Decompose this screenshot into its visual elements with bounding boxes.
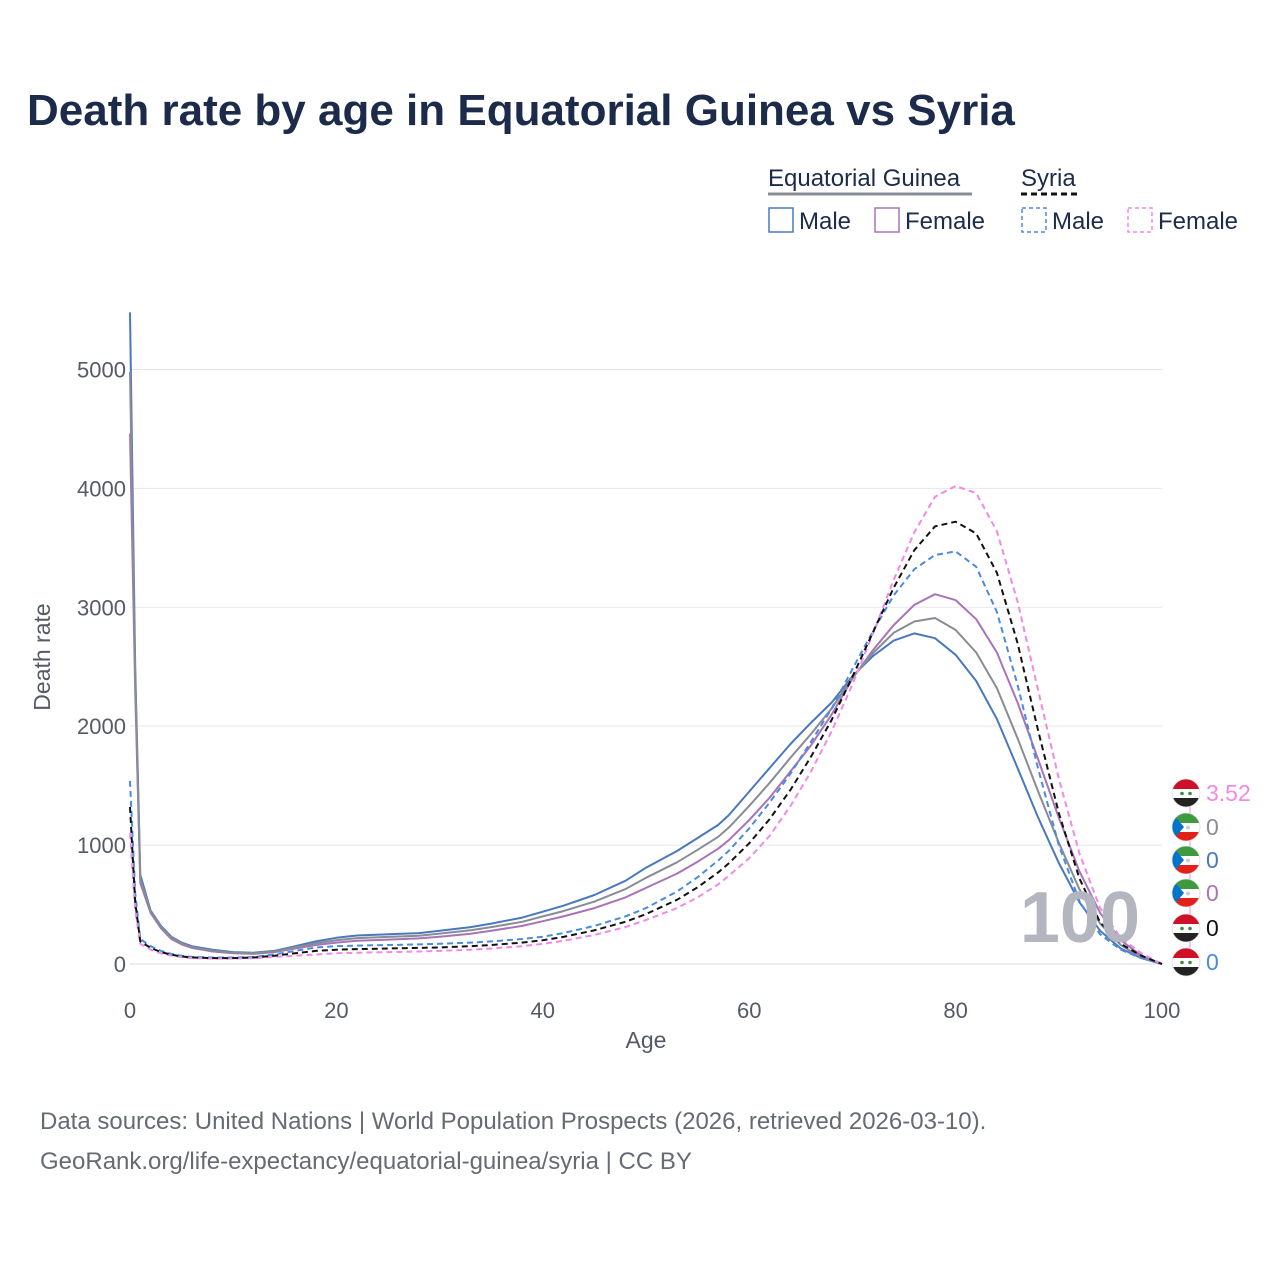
flag-body: [1172, 846, 1200, 874]
flag-stripe-black: [1172, 933, 1200, 942]
x-tick-label-80: 80: [943, 998, 967, 1023]
flag-icon-equatorial-guinea: [1171, 878, 1201, 908]
flag-border: [1171, 913, 1201, 943]
flag-star: [1188, 791, 1192, 796]
flag-stripe-white: [1172, 789, 1200, 798]
flag-triangle-blue: [1172, 846, 1184, 874]
grid: [130, 368, 1162, 846]
flag-stripe-green: [1172, 846, 1200, 856]
legend-label-female: Female: [1158, 208, 1238, 235]
y-axis-title: Death rate: [29, 603, 55, 710]
legend-group-syria: Syria: [1021, 165, 1076, 192]
flag-star: [1188, 960, 1192, 965]
series-line-syria-female: [129, 485, 1163, 965]
flag-body: [1172, 948, 1200, 976]
legend-label-female: Female: [905, 208, 985, 235]
series-line-equatorial-guinea-male: [129, 312, 1163, 965]
flag-triangle-blue: [1172, 879, 1184, 907]
flag-stripe-red: [1172, 832, 1200, 841]
flag-icon-syria: [1171, 913, 1201, 943]
y-tick-label-3000: 3000: [77, 595, 126, 620]
legend-group-equatorial-guinea: Equatorial Guinea: [768, 165, 961, 192]
flag-stripe-green: [1172, 879, 1200, 889]
end-label-value: 0: [1206, 949, 1219, 975]
flag-stripe-red: [1172, 948, 1200, 958]
x-tick-label-20: 20: [324, 998, 348, 1023]
flag-star: [1180, 926, 1184, 931]
x-tick-label-0: 0: [124, 998, 136, 1023]
y-tick-label-5000: 5000: [77, 357, 126, 382]
watermark-year: 100: [1020, 878, 1140, 958]
legend-label-male: Male: [1052, 208, 1104, 235]
flag-border: [1171, 878, 1201, 908]
series-lines: [129, 312, 1163, 965]
end-labels: 3.52 0 0 0 0 0: [1171, 778, 1251, 977]
flag-icon-syria: [1171, 947, 1201, 977]
end-label-value: 3.52: [1206, 780, 1251, 806]
flag-body: [1172, 779, 1200, 807]
end-label-value: 0: [1206, 880, 1219, 906]
flag-stripe-red: [1172, 865, 1200, 874]
flag-border: [1171, 845, 1201, 875]
legend-swatch-male: [1021, 207, 1047, 233]
flag-emblem: [1186, 858, 1190, 863]
series-line-syria-male: [129, 550, 1163, 965]
flag-star: [1180, 791, 1184, 796]
flag-triangle-blue: [1172, 813, 1184, 841]
flag-icon-equatorial-guinea: [1171, 845, 1201, 875]
end-label-value: 0: [1206, 847, 1219, 873]
flag-stripe-red: [1172, 914, 1200, 924]
x-tick-label-40: 40: [531, 998, 555, 1023]
flag-border: [1171, 947, 1201, 977]
legend-swatch-male: [768, 207, 794, 233]
chart-title: Death rate by age in Equatorial Guinea v…: [27, 86, 1015, 135]
flag-stripe-green: [1172, 813, 1200, 823]
series-line-equatorial-guinea-female: [129, 433, 1163, 965]
flag-stripe-white: [1172, 924, 1200, 933]
flag-stripe-black: [1172, 967, 1200, 976]
series-line-equatorial-guinea-total: [129, 371, 1163, 965]
end-label-value: 0: [1206, 915, 1219, 941]
x-axis-title: Age: [626, 1027, 667, 1053]
flag-icon-syria: [1171, 778, 1201, 808]
source-url[interactable]: GeoRank.org/life-expectancy/equatorial-g…: [40, 1148, 692, 1175]
y-tick-label-4000: 4000: [77, 476, 126, 501]
y-tick-label-1000: 1000: [77, 833, 126, 858]
flag-stripe-white: [1172, 958, 1200, 967]
flag-body: [1172, 914, 1200, 942]
flag-stripe-red: [1172, 779, 1200, 789]
flag-emblem: [1186, 891, 1190, 896]
end-label-value: 0: [1206, 814, 1219, 840]
flag-icon-equatorial-guinea: [1171, 812, 1201, 842]
series-line-syria-total: [129, 520, 1163, 965]
x-tick-label-100: 100: [1144, 998, 1181, 1023]
flag-body: [1172, 879, 1200, 907]
y-tick-label-2000: 2000: [77, 714, 126, 739]
flag-star: [1180, 960, 1184, 965]
legend-swatch-female: [874, 207, 900, 233]
axes: 0 1000 2000 3000 4000 5000 0 20 40 60 80 100 Age Deat…: [29, 357, 1180, 1053]
flag-star: [1188, 926, 1192, 931]
legend-label-male: Male: [799, 208, 851, 235]
legend-swatch-female: [1127, 207, 1153, 233]
flag-border: [1171, 812, 1201, 842]
flag-emblem: [1186, 825, 1190, 830]
flag-stripe-black: [1172, 798, 1200, 807]
source-line: Data sources: United Nations | World Pop…: [40, 1108, 987, 1135]
flag-border: [1171, 778, 1201, 808]
y-tick-label-0: 0: [114, 952, 126, 977]
x-tick-label-60: 60: [737, 998, 761, 1023]
flag-body: [1172, 813, 1200, 841]
flag-stripe-red: [1172, 898, 1200, 907]
legend: Equatorial Guinea Syria Male Female Male Fema…: [768, 165, 1238, 235]
